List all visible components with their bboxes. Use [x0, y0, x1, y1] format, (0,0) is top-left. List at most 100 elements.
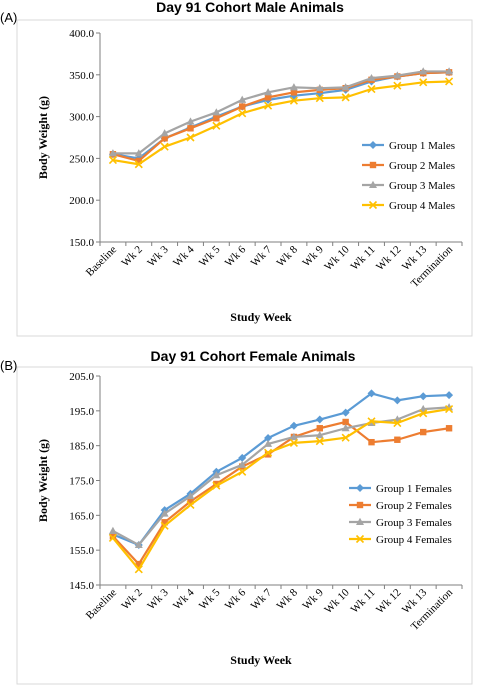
data-point: [315, 415, 324, 424]
data-point: [187, 125, 194, 132]
data-point: [264, 101, 273, 110]
data-point: [264, 94, 272, 101]
data-point: [161, 519, 168, 526]
data-point: [264, 448, 273, 457]
data-point: [161, 135, 168, 142]
chart-b: 145.0155.0165.0175.0185.0195.0205.0Basel…: [16, 366, 473, 685]
legend-label: Group 3 Males: [389, 180, 455, 192]
data-point: [394, 436, 401, 443]
data-point: [264, 439, 273, 447]
data-point: [135, 157, 142, 165]
series-3: [108, 67, 454, 157]
data-point: [445, 391, 454, 400]
legend-label: Group 4 Males: [389, 200, 455, 212]
data-point: [238, 467, 247, 476]
data-point: [315, 83, 324, 92]
data-point: [393, 396, 402, 405]
data-point: [419, 409, 428, 418]
series-4: [108, 77, 454, 169]
data-point: [134, 149, 143, 157]
y-tick-label: 145.0: [69, 580, 94, 592]
data-point: [238, 95, 247, 103]
y-tick-label: 165.0: [69, 510, 94, 522]
data-point: [368, 438, 375, 446]
data-point: [289, 432, 298, 440]
data-point: [289, 421, 298, 430]
chart-frame: [16, 366, 473, 685]
data-point: [134, 160, 143, 169]
x-tick-label: Wk 11: [348, 587, 377, 616]
y-tick-label: 350.0: [69, 70, 94, 82]
x-tick-label: Wk 3: [145, 586, 171, 612]
data-point: [315, 94, 324, 103]
data-point: [108, 149, 117, 157]
data-point: [186, 117, 195, 125]
x-tick-label: Wk 7: [249, 243, 275, 269]
data-point: [341, 408, 350, 417]
data-point: [160, 521, 169, 530]
data-point: [445, 67, 454, 75]
data-point: [213, 480, 220, 488]
data-point: [238, 460, 247, 468]
data-point: [341, 83, 350, 91]
data-point: [135, 560, 142, 568]
x-tick-label: Wk 2: [119, 587, 145, 613]
y-tick-label: 400.0: [69, 28, 94, 40]
panel-label-b: (B): [0, 358, 17, 373]
y-axis-title: Body Weight (g): [36, 439, 50, 522]
y-tick-label: 195.0: [69, 406, 94, 418]
legend-label: Group 3 Females: [376, 517, 452, 529]
legend-label: Group 2 Females: [376, 500, 452, 512]
data-point: [212, 481, 221, 490]
x-tick-label: Wk 10: [322, 243, 352, 273]
data-point: [289, 438, 298, 447]
y-axis-title: Body Weight (g): [36, 96, 50, 179]
y-tick-label: 205.0: [69, 371, 94, 383]
data-point: [315, 437, 324, 446]
data-point: [393, 81, 402, 90]
data-point: [134, 540, 143, 548]
legend-marker: [356, 484, 364, 492]
series-line: [112, 70, 450, 155]
x-axis-title: Study Week: [230, 653, 292, 667]
data-point: [289, 83, 298, 91]
data-point: [160, 129, 169, 137]
x-tick-label: Wk 7: [249, 586, 275, 612]
legend-marker: [369, 161, 377, 169]
data-point: [212, 121, 221, 130]
data-point: [187, 498, 194, 505]
legend: Group 1 Females Group 2 Females Group 3 Fe…: [349, 483, 452, 546]
x-tick-label: Wk 4: [171, 243, 197, 269]
x-tick-label: Wk 5: [197, 586, 223, 612]
legend-marker: [356, 501, 364, 509]
chart-frame: [16, 19, 473, 337]
data-point: [290, 89, 298, 96]
data-point: [367, 389, 376, 398]
data-point: [213, 115, 220, 122]
x-tick-label: Wk 11: [348, 244, 377, 273]
series-line: [112, 408, 450, 571]
legend-marker: [369, 180, 377, 188]
data-point: [239, 103, 246, 110]
data-point: [160, 509, 169, 517]
series-4: [108, 405, 454, 574]
data-point: [160, 142, 169, 151]
legend-marker: [355, 534, 365, 544]
data-point: [445, 425, 453, 432]
data-point: [108, 156, 117, 165]
x-tick-label: Wk 8: [274, 586, 300, 612]
series-line: [112, 406, 450, 547]
data-point: [186, 491, 195, 500]
data-point: [367, 417, 376, 426]
series-1: [108, 389, 454, 549]
data-point: [341, 424, 350, 432]
y-tick-label: 200.0: [69, 195, 94, 207]
data-point: [134, 565, 143, 574]
legend-marker: [369, 141, 377, 149]
y-tick-label: 300.0: [69, 112, 94, 124]
data-point: [341, 93, 350, 102]
x-tick-label: Wk 12: [374, 587, 403, 616]
x-tick-label: Wk 6: [223, 586, 249, 612]
legend: Group 1 Males Group 2 Males Group 3 Males G…: [362, 140, 455, 212]
